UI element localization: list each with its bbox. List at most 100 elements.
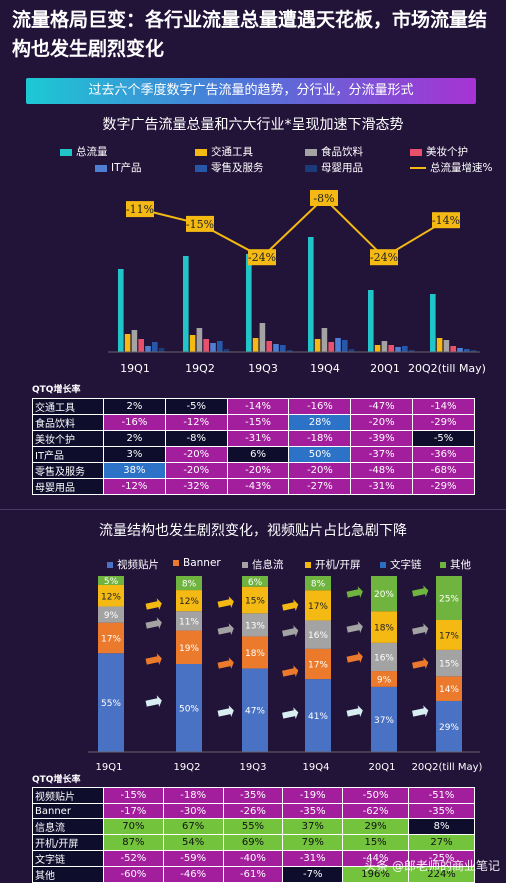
growth-label: -11% bbox=[126, 203, 154, 216]
table-cell: -17% bbox=[103, 803, 164, 819]
table-cell: -20% bbox=[288, 462, 352, 479]
row-label: 母婴用品 bbox=[32, 478, 104, 495]
segment-label: 15% bbox=[245, 597, 265, 607]
bar bbox=[189, 335, 196, 352]
bar bbox=[246, 254, 252, 352]
table-cell: -16% bbox=[103, 414, 166, 431]
bar bbox=[183, 256, 189, 352]
table-cell: 79% bbox=[282, 834, 344, 851]
bar bbox=[217, 341, 223, 352]
table-cell: -29% bbox=[412, 478, 475, 495]
table-cell: -43% bbox=[226, 478, 290, 495]
segment-label: 15% bbox=[439, 660, 459, 670]
table-cell: 29% bbox=[342, 818, 410, 835]
segment-label: 16% bbox=[308, 631, 328, 641]
bar bbox=[450, 346, 456, 352]
x-tick-label: 19Q1 bbox=[96, 762, 123, 773]
row-label: IT产品 bbox=[32, 446, 104, 463]
table-cell: -18% bbox=[162, 787, 224, 804]
page-title: 流量格局巨变：各行业流量总量遭遇天花板，市场流量结构也发生剧烈变化 bbox=[12, 9, 488, 60]
segment-label: 50% bbox=[179, 705, 199, 715]
legend-label: 零售及服务 bbox=[211, 162, 264, 174]
bar bbox=[210, 343, 216, 352]
bar bbox=[464, 349, 470, 352]
legend-item: 交通工具 bbox=[195, 144, 253, 159]
segment-label: 9% bbox=[104, 611, 119, 621]
table-cell: -5% bbox=[412, 430, 475, 447]
stack-segment bbox=[176, 611, 202, 631]
segment-label: 18% bbox=[245, 649, 265, 659]
table-cell: -16% bbox=[288, 398, 352, 415]
legend-item: 总流量增速% bbox=[410, 160, 492, 175]
table-cell: -44% bbox=[342, 850, 410, 867]
table-row: Banner -17% -30% -26% -35% -62% -35% bbox=[32, 803, 475, 819]
table-cell: -48% bbox=[350, 462, 414, 479]
trend-arrow bbox=[412, 585, 429, 598]
bar bbox=[138, 339, 144, 352]
bar bbox=[443, 340, 450, 352]
row-label: 视频贴片 bbox=[32, 787, 104, 804]
stack-segment bbox=[176, 576, 202, 591]
trend-arrow bbox=[346, 705, 363, 718]
table-cell: -14% bbox=[226, 398, 290, 415]
chart2-table-label: QTQ增长率 bbox=[32, 775, 81, 785]
stack-segment bbox=[436, 649, 462, 677]
table-row: 开机/开屏 87% 54% 69% 79% 15% 27% bbox=[32, 834, 475, 851]
stack-segment bbox=[436, 676, 462, 701]
stack-segment bbox=[305, 590, 331, 621]
x-tick-label: 19Q2 bbox=[174, 762, 201, 773]
table-cell: -60% bbox=[103, 866, 164, 883]
stack-segment bbox=[436, 700, 462, 752]
bar bbox=[342, 340, 348, 352]
bar bbox=[388, 345, 394, 352]
table-cell: -29% bbox=[412, 414, 475, 431]
legend-label: 总流量 bbox=[76, 146, 108, 158]
legend-label: 文字链 bbox=[390, 559, 422, 571]
stack-segment bbox=[371, 576, 397, 612]
segment-label: 6% bbox=[248, 578, 263, 588]
bar bbox=[374, 345, 381, 352]
bar bbox=[470, 350, 477, 352]
stack-segment bbox=[371, 671, 397, 687]
growth-label-box bbox=[126, 201, 154, 218]
table-cell: -35% bbox=[222, 787, 284, 804]
table-cell: -46% bbox=[162, 866, 224, 883]
chart1-plot: 19Q1 19Q2 19Q3 19Q4 20Q1 20Q2(till May) -11% -1… bbox=[108, 190, 486, 375]
legend-label: 其他 bbox=[450, 559, 471, 571]
segment-label: 17% bbox=[308, 661, 328, 671]
bar bbox=[266, 341, 272, 352]
trend-arrow bbox=[282, 599, 299, 612]
x-tick-label: 20Q1 bbox=[370, 362, 400, 375]
table-cell: 196% bbox=[342, 866, 410, 883]
segment-label: 20% bbox=[374, 590, 394, 600]
segment-label: 12% bbox=[179, 597, 199, 607]
bar bbox=[408, 350, 415, 352]
trend-arrow bbox=[145, 617, 162, 630]
table-cell: -20% bbox=[226, 462, 290, 479]
table-cell: 37% bbox=[282, 818, 344, 835]
table-cell: -50% bbox=[342, 787, 410, 804]
trend-arrow bbox=[145, 653, 162, 666]
chart1-table-label: QTQ增长率 bbox=[32, 385, 81, 395]
table-row: 信息流 70% 67% 55% 37% 29% 8% bbox=[32, 818, 475, 835]
x-tick-label: 19Q4 bbox=[310, 362, 340, 375]
x-tick-label: 19Q3 bbox=[240, 762, 267, 773]
bar bbox=[286, 350, 293, 352]
stack-segment bbox=[176, 590, 202, 612]
trend-arrow bbox=[217, 623, 234, 636]
table-row: 文字链 -52% -59% -40% -31% -44% -25% bbox=[32, 850, 475, 867]
stack-segment bbox=[305, 679, 331, 752]
trend-arrow bbox=[145, 598, 162, 611]
table-cell: -20% bbox=[164, 446, 228, 463]
trend-arrow bbox=[282, 665, 299, 678]
segment-label: 41% bbox=[308, 712, 328, 722]
legend-item: IT产品 bbox=[95, 160, 142, 175]
table-cell: -30% bbox=[162, 803, 224, 819]
bar bbox=[118, 269, 124, 352]
bar bbox=[436, 338, 443, 352]
segment-label: 47% bbox=[245, 707, 265, 717]
legend-label: 美妆个护 bbox=[426, 146, 468, 158]
table-cell: -12% bbox=[103, 478, 166, 495]
table-cell: -26% bbox=[222, 803, 284, 819]
trend-arrow bbox=[412, 623, 429, 636]
